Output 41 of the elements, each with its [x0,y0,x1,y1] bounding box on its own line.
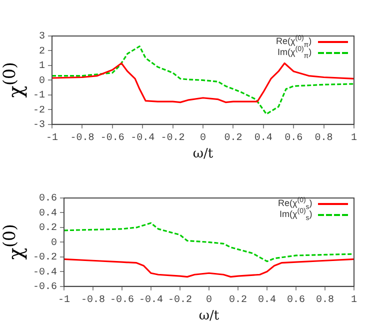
line-series [52,46,354,115]
x-axis-title: ω/t [192,146,214,162]
x-tick-label: -0.6 [100,133,124,144]
x-tick-label: -0.8 [80,295,106,306]
x-axis-title: ω/t [198,308,220,324]
x-tick-label: -0.6 [110,295,134,306]
y-tick-label: 0 [38,76,45,87]
x-tick-label: -0.2 [160,133,185,144]
y-tick-label: 0.4 [38,208,58,220]
x-tick-label: 0.8 [314,133,333,144]
y-tick-label: -2 [32,105,45,116]
y-tick-label: 0.6 [38,194,58,205]
y-tick-label: -0.2 [32,252,58,264]
x-tick-label: 0.4 [254,133,272,144]
x-tick-label: 0.4 [258,295,276,306]
y-tick-label: 1 [38,61,45,72]
y-tick-label: -0.6 [32,282,58,294]
x-tick-label: 0.6 [286,295,306,306]
x-tick-label: 0.6 [284,133,303,144]
legend-label: Im(χ$^{(0)}$$_{π}$) [278,46,312,60]
x-tick-label: 0 [200,133,206,144]
y-tick-label: -3 [32,120,45,132]
x-tick-label: 0.2 [224,133,242,144]
x-tick-label: 0.2 [228,295,248,306]
legend-label: Im(χ$^{(0)}$$_{s}$) [280,208,312,222]
x-tick-label: -0.4 [130,133,155,144]
y-tick-label: 2 [38,46,45,58]
y-tick-label: 0 [50,238,58,249]
y-tick-label: -1 [32,90,45,102]
x-tick-label: 1 [350,133,358,144]
x-tick-label: 0.8 [316,295,334,306]
x-tick-label: 1 [350,295,358,306]
y-tick-label: -0.4 [32,267,58,278]
x-tick-label: -0.4 [138,295,164,306]
y-tick-label: 3 [38,32,45,43]
x-tick-label: -1 [58,295,70,306]
x-tick-label: 0 [206,295,212,306]
x-tick-label: -0.2 [168,295,192,306]
line-series [64,222,354,262]
y-tick-label: 0.2 [38,223,58,234]
x-tick-label: -0.8 [70,133,94,144]
